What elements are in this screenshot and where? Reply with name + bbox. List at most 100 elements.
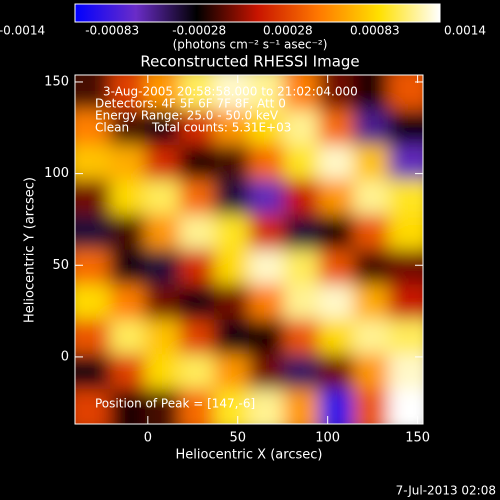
peak-label: Position of Peak = [147,-6]: [95, 397, 255, 411]
image-cell: [109, 319, 146, 355]
annotation: Energy Range: 25.0 - 50.0 keV: [95, 109, 279, 123]
image-cell: [249, 109, 285, 146]
annotation: Detectors: 4F 5F 6F 7F 8F, Att 0: [95, 97, 286, 111]
x-axis-title: Heliocentric X (arcsec): [176, 448, 323, 463]
image-cell: [283, 179, 320, 216]
image-cell: [388, 389, 423, 424]
image-cell: [214, 144, 250, 181]
image-cell: [318, 354, 354, 390]
image-cell: [283, 284, 320, 320]
colorbar-tick-label: 0.00083: [350, 24, 400, 38]
x-tick-label: 50: [229, 431, 246, 446]
image-cell: [249, 144, 285, 181]
image-cell: [75, 75, 111, 111]
annotations: 3-Aug-2005 20:58:58.000 to 21:02:04.000D…: [95, 85, 358, 135]
image-cell: [353, 109, 389, 146]
annotation: Clean Total counts: 5.31E+03: [95, 121, 291, 135]
image-cell: [214, 179, 250, 216]
colorbar: [74, 3, 441, 23]
image-cell: [249, 75, 285, 111]
image-cell: [318, 179, 354, 216]
image-cell: [388, 75, 423, 111]
image-cell: [144, 249, 180, 285]
image-cell: [388, 354, 423, 390]
footer: 7-Jul-2013 02:08: [396, 484, 496, 498]
image-cell: [388, 249, 423, 285]
image-cell: [388, 109, 423, 146]
image-cell: [249, 249, 285, 285]
image-cell: [249, 354, 285, 390]
image-cell: [214, 389, 250, 424]
image-cell: [75, 284, 111, 320]
image-cell: [318, 75, 354, 111]
image-cell: [353, 144, 389, 181]
image-cell: [144, 144, 180, 181]
image-cell: [179, 354, 215, 390]
image-cell: [249, 214, 285, 250]
image-cell: [179, 75, 215, 111]
image-cell: [353, 249, 389, 285]
image-cell: [353, 389, 389, 424]
image-cell: [109, 179, 146, 216]
image-cell: [144, 389, 180, 424]
image-cell: [214, 319, 250, 355]
image-cell: [353, 214, 389, 250]
image-cell: [249, 284, 285, 320]
image-cell: [214, 214, 250, 250]
x-tick-label: 0: [144, 431, 152, 446]
y-tick-label: 50: [52, 258, 69, 273]
image-cell: [75, 249, 111, 285]
colorbar-tick-label: -0.00028: [172, 24, 226, 38]
image-cell: [75, 179, 111, 216]
image-cell: [318, 284, 354, 320]
image-cell: [179, 389, 215, 424]
image-cell: [109, 109, 146, 146]
image-cell: [353, 179, 389, 216]
image-cell: [318, 389, 354, 424]
image-cell: [179, 214, 215, 250]
image: [75, 75, 423, 424]
colorbar-tick-label: 0.0014: [444, 24, 486, 38]
image-cell: [144, 354, 180, 390]
colorbar-tick-label: 0.00028: [263, 24, 313, 38]
image-cell: [109, 144, 146, 181]
image-cell: [75, 109, 111, 146]
image-cells: [75, 75, 423, 424]
image-cell: [283, 109, 320, 146]
image-cell: [353, 284, 389, 320]
image-cell: [144, 319, 180, 355]
image-cell: [179, 284, 215, 320]
image-cell: [388, 319, 423, 355]
image-cell: [109, 284, 146, 320]
colorbar-tick-label: -0.00083: [85, 24, 139, 38]
image-cell: [179, 109, 215, 146]
y-tick-label: 100: [44, 166, 69, 181]
image-cell: [388, 214, 423, 250]
image-cell: [318, 144, 354, 181]
image-cell: [318, 319, 354, 355]
colorbar-label: (photons cm⁻² s⁻¹ asec⁻²): [173, 38, 328, 52]
image-cell: [109, 389, 146, 424]
annotation: 3-Aug-2005 20:58:58.000 to 21:02:04.000: [103, 85, 358, 99]
image-cell: [249, 179, 285, 216]
image-cell: [109, 249, 146, 285]
image-cell: [109, 354, 146, 390]
image-cell: [214, 109, 250, 146]
image-cell: [214, 249, 250, 285]
y-tick-label: 0: [61, 349, 69, 364]
image-cell: [75, 319, 111, 355]
image-cell: [388, 144, 423, 181]
image-cell: [144, 284, 180, 320]
chart-title: Reconstructed RHESSI Image: [140, 53, 359, 71]
plot-frame: [74, 74, 424, 425]
image-cell: [283, 144, 320, 181]
image-cell: [318, 214, 354, 250]
image-cell: [249, 319, 285, 355]
image-cell: [75, 389, 111, 424]
y-axis-title: Heliocentric Y (arcsec): [23, 177, 38, 323]
image-cell: [144, 75, 180, 111]
image-cell: [353, 75, 389, 111]
image-cell: [214, 354, 250, 390]
image-cell: [353, 354, 389, 390]
